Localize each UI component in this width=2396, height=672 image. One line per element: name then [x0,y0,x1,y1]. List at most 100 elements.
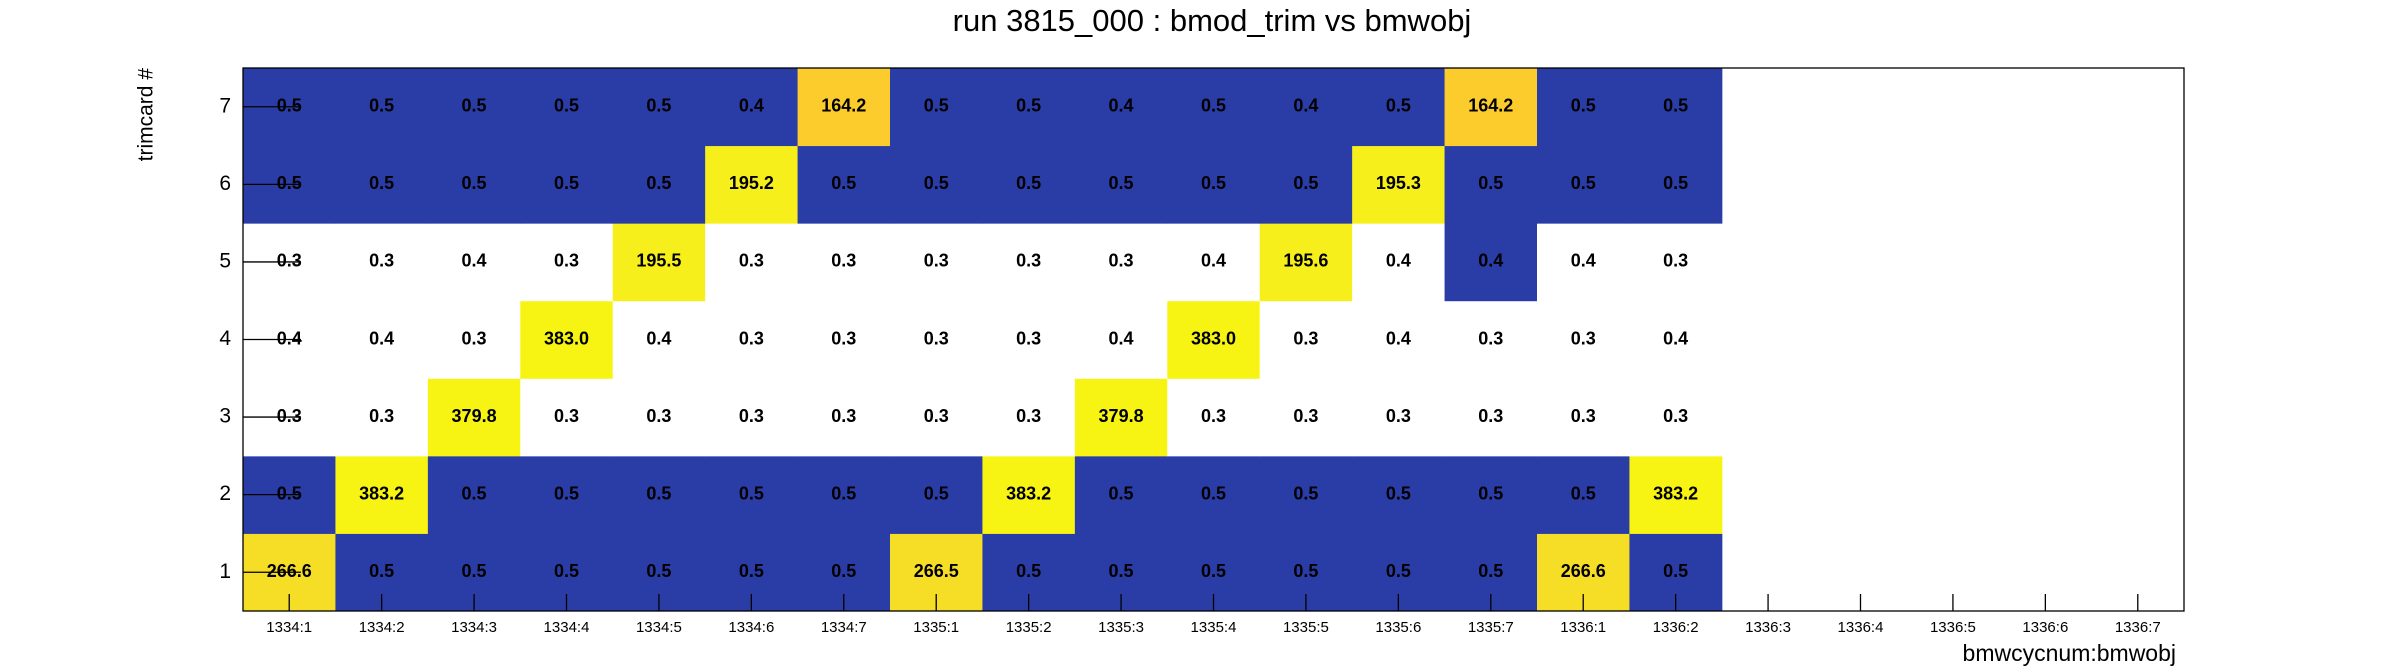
cell-label: 0.5 [554,483,579,503]
cell-label: 0.3 [1478,406,1503,426]
cell-label: 0.3 [831,406,856,426]
cell-label: 383.2 [1653,483,1698,503]
heatmap-cell [1074,68,1168,147]
heatmap-cell [890,68,983,147]
x-tick-label: 1334:2 [359,619,405,636]
cell-label: 379.8 [1099,406,1144,426]
heatmap-cell [612,223,706,302]
x-tick-label: 1335:1 [913,619,959,636]
heatmap-cell [1444,68,1538,147]
cell-label: 0.3 [1478,328,1503,348]
x-tick-label: 1336:2 [1653,619,1699,636]
heatmap-cell [1537,145,1630,224]
heatmap-cell [797,300,891,379]
heatmap-cell [427,223,521,302]
cell-label: 0.5 [739,483,764,503]
cell-label: 0.5 [462,173,487,193]
cell-label: 164.2 [821,96,866,116]
cell-label: 383.0 [544,328,589,348]
cell-label: 0.5 [646,561,671,581]
cell-label: 0.3 [1293,406,1318,426]
heatmap-cell [612,300,706,379]
heatmap-cell [1074,455,1168,534]
cell-label: 0.3 [1571,406,1596,426]
heatmap-cell [1629,223,1723,302]
heatmap-cell [1074,300,1168,379]
cell-label: 0.3 [1016,251,1041,271]
cell-label: 0.5 [1016,561,1041,581]
cell-label: 195.5 [636,251,681,271]
cell-label: 164.2 [1468,96,1513,116]
heatmap-cell [705,145,799,224]
x-tick-label: 1336:4 [1838,619,1884,636]
heatmap-cell [1259,145,1353,224]
heatmap-cell [335,378,429,457]
heatmap-cell [1167,68,1261,147]
cell-label: 0.5 [554,173,579,193]
heatmap-cell [1074,378,1168,457]
heatmap-cell [1629,68,1723,147]
x-tick-label: 1334:6 [728,619,774,636]
cell-label: 0.3 [831,328,856,348]
cell-label: 383.2 [1006,483,1051,503]
cell-label: 0.5 [1663,173,1688,193]
heatmap-cell [612,455,706,534]
cell-label: 0.5 [554,561,579,581]
heatmap-cell [612,68,706,147]
cell-label: 0.5 [1663,96,1688,116]
x-tick-label: 1335:7 [1468,619,1514,636]
y-tick-label: 1 [219,560,231,583]
heatmap-cell [427,378,521,457]
cell-label: 383.2 [359,483,404,503]
cell-label: 0.3 [1293,328,1318,348]
cell-label: 0.5 [1663,561,1688,581]
heatmap-cell [427,145,521,224]
heatmap-cell [1537,378,1630,457]
cell-label: 0.5 [924,96,949,116]
heatmap-cell [1167,455,1261,534]
cell-label: 0.4 [462,251,487,271]
cell-label: 0.5 [1201,96,1226,116]
cell-label: 0.4 [1109,96,1134,116]
cell-label: 266.6 [267,561,312,581]
cell-label: 0.3 [1663,251,1688,271]
cell-label: 0.3 [739,328,764,348]
x-tick-label: 1335:6 [1375,619,1421,636]
cell-label: 0.3 [831,251,856,271]
cell-label: 0.5 [369,561,394,581]
heatmap-cell [797,455,891,534]
cell-label: 0.4 [277,328,302,348]
cell-label: 195.2 [729,173,774,193]
x-tick-label: 1334:3 [451,619,497,636]
x-tick-label: 1336:3 [1745,619,1791,636]
heatmap-cell [1167,145,1261,224]
heatmap-cell [1629,378,1723,457]
x-tick-label: 1336:6 [2022,619,2068,636]
cell-label: 0.5 [831,561,856,581]
cell-label: 0.4 [1293,96,1318,116]
cell-label: 0.5 [1478,483,1503,503]
cell-label: 195.6 [1283,251,1328,271]
heatmap-cell [982,223,1076,302]
heatmap-cell [797,145,891,224]
heatmap-cell [335,223,429,302]
cell-label: 0.3 [554,406,579,426]
cell-label: 0.3 [924,328,949,348]
heatmap-cell [890,300,983,379]
heatmap-cell [890,378,983,457]
heatmap-cell [427,68,521,147]
cell-label: 0.4 [369,328,394,348]
heatmap-cell [982,68,1076,147]
heatmap-cell [982,378,1076,457]
cell-label: 0.5 [554,96,579,116]
cell-label: 0.3 [277,251,302,271]
y-axis-label: trimcard # [135,68,158,162]
heatmap-cell [520,68,614,147]
heatmap-cell [797,223,891,302]
cell-label: 0.3 [1571,328,1596,348]
heatmap-cell [890,145,983,224]
cell-label: 0.3 [1201,406,1226,426]
cell-label: 0.3 [369,406,394,426]
x-tick-label: 1334:7 [821,619,867,636]
